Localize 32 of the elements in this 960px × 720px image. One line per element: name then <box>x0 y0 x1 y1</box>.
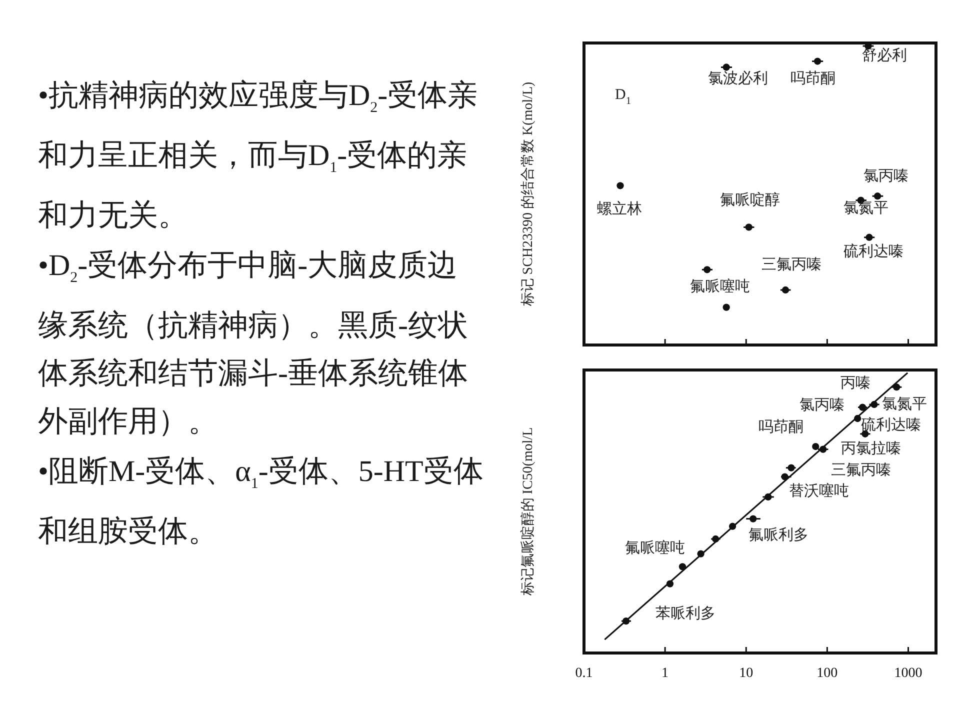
annotation: 硫利达嗪 <box>860 417 921 434</box>
annotation: 吗茚酮 <box>790 70 836 88</box>
annotation: 氟哌噻吨 <box>690 278 750 296</box>
annotation: 氯丙嗪 <box>864 168 909 185</box>
y-axis-title: 标记 SCH23390 的结合常数 K(mol/L) <box>520 81 536 308</box>
text: •抗精神病的效应强度与D$_{2}$-受体亲和力呈正相关，而与D$_{1}$-受体的亲和力无关。 <box>38 79 478 232</box>
annotation: 苯哌利多 <box>656 605 716 622</box>
annotation: 氟哌利多 <box>748 526 809 544</box>
y-axis-title: 标记氟哌啶醇的 IC50(mol/L <box>520 427 536 597</box>
annotation: D$_{1}$ <box>615 87 632 107</box>
annotation: 吗茚酮 <box>758 418 804 436</box>
annotation: 替沃噻吨 <box>789 482 850 500</box>
annotation: 氟哌噻吨 <box>625 540 686 558</box>
annotation: 硫利达嗪 <box>844 244 904 261</box>
text: •D$_{2}$-受体分布于中脑-大脑皮质边缘系统（抗精神病）。黑质-纹状体系统和结节漏斗-垂体系统锥体外副作用）。 <box>38 248 469 440</box>
text: •阻断M-受体、α$_{1}$-受体、5-HT受体和组胺受体。 <box>38 455 484 548</box>
annotation: 氯波必利 <box>708 70 768 88</box>
x-tick-label: 10 <box>739 666 754 681</box>
annotation: 氯氮平 <box>843 201 888 218</box>
annotation: 氯氮平 <box>882 397 927 414</box>
x-tick-label: 1000 <box>894 666 922 681</box>
annotation: 三氟丙嗪 <box>831 463 892 480</box>
annotation: 舒必利 <box>862 47 907 64</box>
annotation: 螺立林 <box>597 201 642 218</box>
x-tick-label: 1 <box>662 666 669 681</box>
annotation: 丙嗪 <box>840 376 870 392</box>
annotation: 丙氯拉嗪 <box>840 440 901 458</box>
x-tick-label: 0.1 <box>575 666 593 681</box>
annotation: 三氟丙嗪 <box>762 257 822 274</box>
annotation: 氯丙嗪 <box>799 398 844 414</box>
annotation: 氟哌啶醇 <box>720 192 780 209</box>
x-tick-label: 100 <box>816 666 838 681</box>
